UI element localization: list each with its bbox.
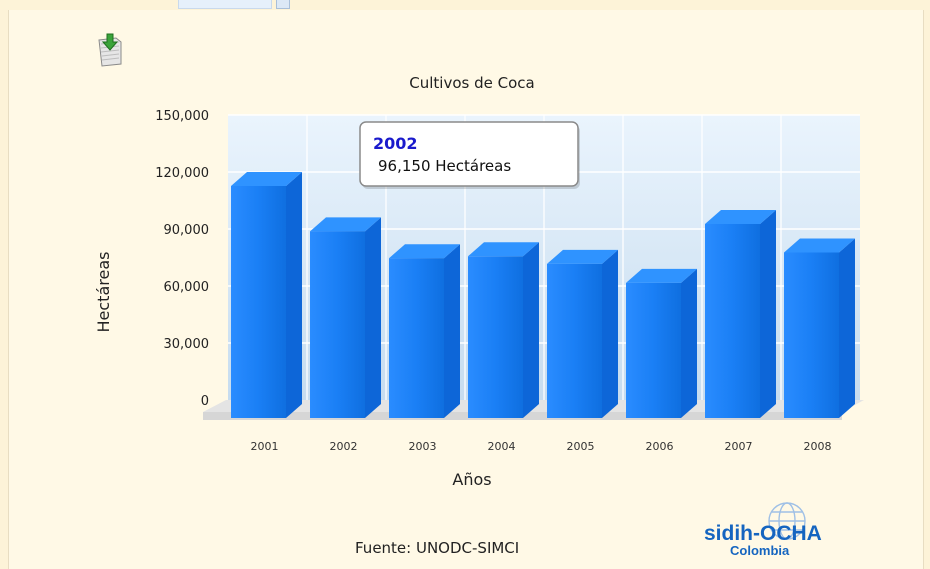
logo-sub: Colombia (730, 543, 790, 558)
bar (547, 263, 602, 418)
tooltip-title: 2002 (373, 134, 418, 153)
x-tick-label: 2002 (330, 440, 358, 453)
y-tick-label: 150,000 (155, 109, 209, 124)
y-axis-label: Hectáreas (94, 252, 113, 333)
x-axis-label: Años (452, 470, 491, 489)
bar (468, 256, 523, 418)
chart-title: Cultivos de Coca (409, 74, 534, 92)
tooltip-box (359, 121, 579, 187)
bar-side (523, 242, 539, 418)
bar-top (389, 244, 460, 259)
bar (784, 252, 839, 418)
bar-top (468, 242, 539, 257)
bar (389, 258, 444, 418)
bar-top (784, 238, 855, 253)
bar (310, 231, 365, 418)
bar (705, 224, 760, 418)
bar-top (231, 172, 302, 186)
top-strip (0, 0, 930, 10)
bar (231, 186, 286, 418)
x-tick-label: 2008 (804, 440, 832, 453)
download-icon[interactable] (94, 33, 126, 67)
bar (626, 282, 681, 418)
bar-top (547, 249, 618, 264)
y-tick-label: 90,000 (164, 223, 210, 238)
x-tick-label: 2001 (251, 440, 279, 453)
bar-top (705, 210, 776, 224)
x-tick-label: 2003 (409, 440, 437, 453)
bar-side (365, 217, 381, 418)
tooltip-value: 96,150 Hectáreas (378, 157, 511, 175)
bar-side (602, 249, 618, 418)
x-tick-label: 2005 (567, 440, 595, 453)
x-tick-label: 2004 (488, 440, 516, 453)
bar-side (286, 172, 302, 418)
bar-side (681, 268, 697, 418)
bar-side (444, 244, 460, 418)
bar-side (760, 210, 776, 418)
y-tick-label: 0 (201, 394, 209, 409)
bar-top (310, 217, 381, 232)
source-note: Fuente: UNODC-SIMCI (355, 539, 520, 557)
y-tick-label: 120,000 (155, 166, 209, 181)
sidih-ocha-logo: sidih-OCHA Colombia (700, 497, 860, 561)
y-tick-label: 60,000 (164, 280, 210, 295)
blank-field[interactable] (178, 0, 272, 9)
y-tick-label: 30,000 (164, 337, 210, 352)
bar-top (626, 268, 697, 283)
x-tick-label: 2007 (725, 440, 753, 453)
logo-brand: sidih-OCHA (704, 522, 822, 545)
x-tick-label: 2006 (646, 440, 674, 453)
mini-box[interactable] (276, 0, 290, 9)
bar-side (839, 238, 855, 418)
